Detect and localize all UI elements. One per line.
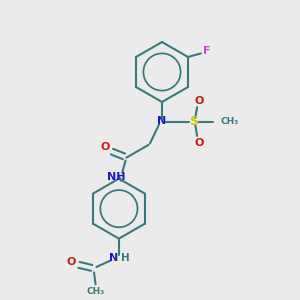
Text: O: O: [67, 256, 76, 267]
Text: N: N: [158, 116, 166, 127]
Text: CH₃: CH₃: [86, 287, 105, 296]
Text: O: O: [194, 95, 204, 106]
Text: F: F: [203, 46, 211, 56]
Text: O: O: [101, 142, 110, 152]
Text: NH: NH: [107, 172, 126, 182]
Text: H: H: [121, 253, 129, 263]
Text: S: S: [189, 115, 198, 128]
Text: CH₃: CH₃: [220, 117, 239, 126]
Text: O: O: [194, 137, 204, 148]
Text: N: N: [109, 253, 118, 263]
